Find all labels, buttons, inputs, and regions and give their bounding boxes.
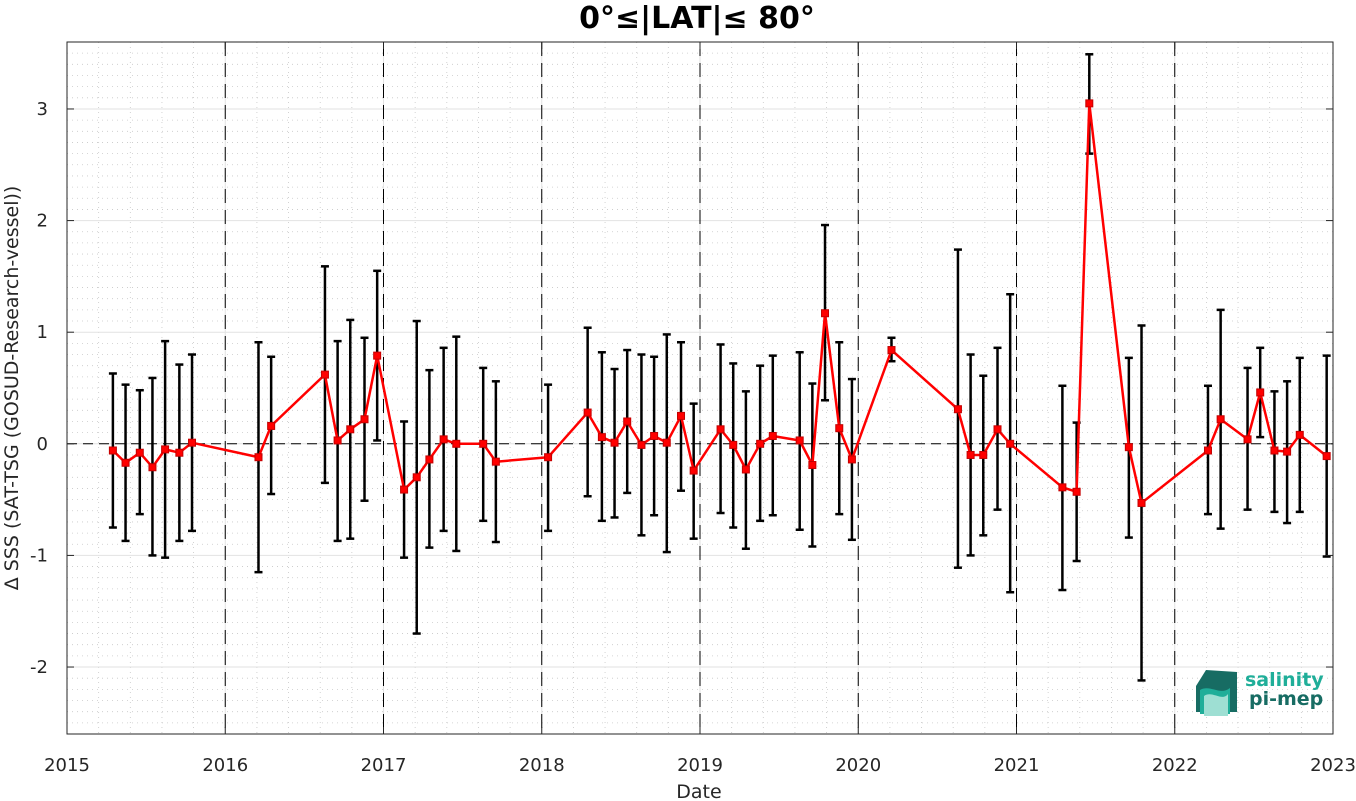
chart-title: 0°≤|LAT|≤ 80° [579, 1, 815, 36]
data-point-marker [953, 405, 962, 414]
data-point-marker [1283, 447, 1292, 456]
data-point-marker [795, 436, 804, 445]
data-point-marker [835, 424, 844, 433]
data-point-marker [412, 473, 421, 482]
data-point-marker [1058, 483, 1067, 492]
data-point-marker [1322, 452, 1331, 461]
data-point-marker [346, 425, 355, 434]
y-tick-labels: -2 -1 0 1 2 3 [30, 99, 48, 678]
data-point-marker [373, 351, 382, 360]
data-point-marker [689, 466, 698, 475]
data-point-marker [400, 485, 409, 494]
data-point-marker [1216, 415, 1225, 424]
data-point-marker [741, 465, 750, 474]
x-tick-label: 2023 [1310, 755, 1356, 776]
data-point-marker [966, 450, 975, 459]
x-tick-label: 2022 [1152, 755, 1198, 776]
data-point-marker [148, 463, 157, 472]
data-point-marker [1203, 446, 1212, 455]
data-point-marker [716, 425, 725, 434]
data-point-marker [1243, 435, 1252, 444]
series-line [112, 102, 1328, 505]
data-point-marker [1124, 443, 1133, 452]
data-point-marker [677, 411, 686, 420]
data-markers [108, 99, 1331, 507]
data-point-marker [267, 421, 276, 430]
salinity-pi-mep-logo: salinity pi-mep [1196, 669, 1324, 716]
data-point-marker [1072, 487, 1081, 496]
data-point-marker [993, 425, 1002, 434]
data-point-marker [360, 415, 369, 424]
data-point-marker [135, 448, 144, 457]
x-tick-labels: 2015 2016 2017 2018 2019 2020 2021 2022 2023 [44, 755, 1356, 776]
y-tick-label: -1 [30, 545, 48, 566]
error-bars [108, 53, 1331, 682]
y-axis-label: Δ SSS (SAT-TSG (GOSUD-Research-vessel)) [1, 186, 23, 591]
data-point-marker [1270, 446, 1279, 455]
y-tick-label: -2 [30, 657, 48, 678]
data-point-marker [597, 433, 606, 442]
data-point-marker [491, 457, 500, 466]
logo-text-pi-mep: pi-mep [1249, 688, 1323, 710]
y-tick-label: 0 [37, 434, 48, 455]
data-point-marker [188, 438, 197, 447]
data-point-marker [425, 455, 434, 464]
data-point-marker [821, 309, 830, 318]
y-tick-label: 1 [37, 322, 48, 343]
data-point-marker [662, 438, 671, 447]
logo-wave-icon [1196, 670, 1237, 716]
data-point-marker [1256, 388, 1265, 397]
data-point-marker [175, 448, 184, 457]
data-point-marker [479, 439, 488, 448]
data-point-marker [729, 440, 738, 449]
data-point-marker [887, 346, 896, 355]
data-point-marker [439, 435, 448, 444]
data-point-marker [650, 431, 659, 440]
axis-ticks [66, 42, 1334, 734]
x-tick-label: 2019 [677, 755, 723, 776]
data-point-marker [756, 439, 765, 448]
data-point-marker [1295, 430, 1304, 439]
data-point-marker [333, 436, 342, 445]
logo-text-salinity: salinity [1245, 669, 1324, 691]
data-point-marker [583, 408, 592, 417]
y-tick-label: 2 [37, 211, 48, 232]
x-tick-label: 2020 [835, 755, 881, 776]
data-point-marker [161, 445, 170, 454]
data-point-marker [108, 446, 117, 455]
data-point-marker [121, 458, 130, 467]
data-point-marker [1006, 439, 1015, 448]
data-point-marker [808, 461, 817, 470]
y-tick-label: 3 [37, 99, 48, 120]
data-point-marker [979, 450, 988, 459]
minor-grid [67, 42, 1333, 734]
data-point-marker [847, 455, 856, 464]
data-point-marker [1085, 99, 1094, 108]
data-point-marker [623, 417, 632, 426]
data-point-marker [1137, 498, 1146, 507]
data-point-marker [637, 440, 646, 449]
data-point-marker [254, 453, 263, 462]
x-axis-label: Date [676, 781, 721, 801]
x-tick-label: 2016 [202, 755, 248, 776]
data-point-marker [320, 370, 329, 379]
data-point-marker [768, 431, 777, 440]
data-point-marker [544, 453, 553, 462]
data-point-marker [610, 438, 619, 447]
x-tick-label: 2015 [44, 755, 90, 776]
x-tick-label: 2017 [361, 755, 407, 776]
x-tick-label: 2018 [519, 755, 565, 776]
data-point-marker [452, 439, 461, 448]
x-tick-label: 2021 [994, 755, 1040, 776]
